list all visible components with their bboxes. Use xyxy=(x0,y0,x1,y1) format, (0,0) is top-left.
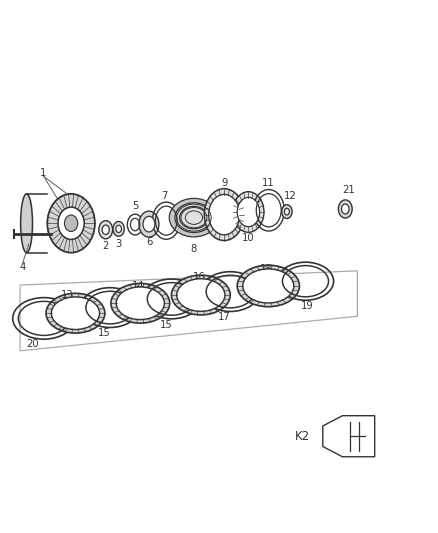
Ellipse shape xyxy=(102,225,110,235)
Ellipse shape xyxy=(282,205,292,219)
Text: 5: 5 xyxy=(132,201,138,211)
Text: 19: 19 xyxy=(301,301,314,311)
Text: 14: 14 xyxy=(131,281,144,291)
Ellipse shape xyxy=(284,208,290,215)
Ellipse shape xyxy=(237,197,260,227)
Text: 11: 11 xyxy=(262,179,275,189)
Ellipse shape xyxy=(111,284,170,323)
Text: 3: 3 xyxy=(116,239,122,248)
Ellipse shape xyxy=(139,211,159,237)
Text: 15: 15 xyxy=(160,320,173,330)
Ellipse shape xyxy=(21,194,32,253)
Text: 7: 7 xyxy=(161,191,168,201)
Ellipse shape xyxy=(169,198,219,237)
Ellipse shape xyxy=(99,221,113,239)
Ellipse shape xyxy=(342,204,349,214)
Ellipse shape xyxy=(180,206,208,229)
Text: 10: 10 xyxy=(242,233,255,244)
Ellipse shape xyxy=(237,265,300,306)
Ellipse shape xyxy=(204,189,244,240)
Ellipse shape xyxy=(143,216,155,232)
Text: K2: K2 xyxy=(294,430,310,443)
Ellipse shape xyxy=(116,225,121,232)
Text: 17: 17 xyxy=(218,312,230,322)
Ellipse shape xyxy=(64,215,78,231)
Ellipse shape xyxy=(113,222,124,236)
Ellipse shape xyxy=(208,195,240,235)
Ellipse shape xyxy=(58,207,84,239)
Ellipse shape xyxy=(338,200,352,218)
Text: 9: 9 xyxy=(221,179,227,189)
Text: 15: 15 xyxy=(98,328,111,338)
Ellipse shape xyxy=(175,203,213,232)
Text: 2: 2 xyxy=(102,241,109,251)
Text: 18: 18 xyxy=(260,264,273,273)
Text: 20: 20 xyxy=(26,340,39,349)
Ellipse shape xyxy=(177,279,225,311)
Text: 16: 16 xyxy=(193,272,206,282)
Text: 4: 4 xyxy=(20,262,26,271)
Ellipse shape xyxy=(243,269,294,303)
Ellipse shape xyxy=(171,275,230,315)
Ellipse shape xyxy=(47,194,95,253)
Text: 1: 1 xyxy=(40,168,46,177)
Text: 12: 12 xyxy=(284,191,297,201)
Ellipse shape xyxy=(46,293,105,333)
Text: 8: 8 xyxy=(191,244,197,254)
Text: 6: 6 xyxy=(146,237,152,247)
Text: 21: 21 xyxy=(343,184,355,195)
Ellipse shape xyxy=(51,297,99,329)
Ellipse shape xyxy=(116,287,164,320)
Text: 13: 13 xyxy=(61,289,74,300)
Ellipse shape xyxy=(233,192,264,232)
